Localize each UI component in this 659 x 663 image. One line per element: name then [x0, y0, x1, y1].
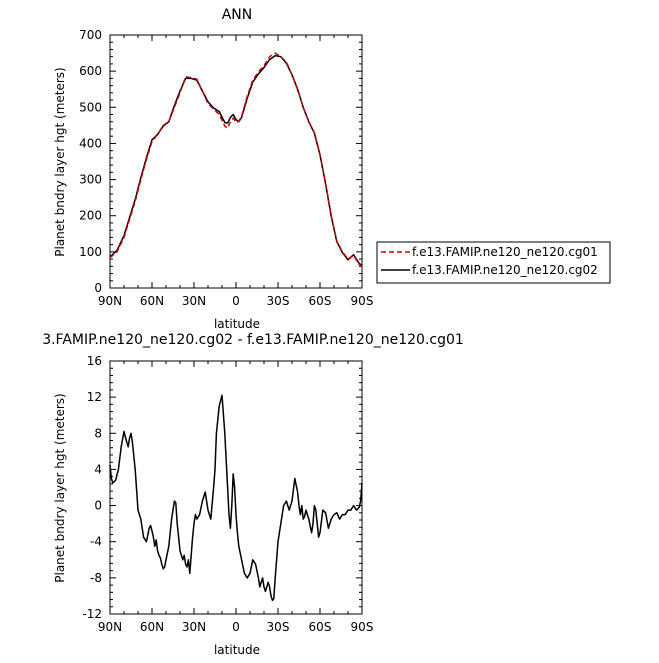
- bottom-y-tick-label: 4: [94, 462, 102, 476]
- top-y-tick-label: 300: [79, 173, 102, 187]
- top-x-tick-label: 90S: [351, 294, 374, 308]
- bottom-x-tick-label: 90S: [351, 620, 374, 634]
- bottom-y-tick-label: -4: [90, 535, 102, 549]
- top-x-tick-label: 60N: [140, 294, 164, 308]
- top-chart-title: ANN: [222, 7, 253, 23]
- top-chart-y-axis-label: Planet bndry layer hgt (meters): [53, 67, 67, 257]
- top-y-tick-label: 200: [79, 209, 102, 223]
- top-x-tick-label: 90N: [98, 294, 122, 308]
- legend-box: [376, 241, 611, 284]
- bottom-y-tick-label: 0: [94, 499, 102, 513]
- top-chart-legend: f.e13.FAMIP.ne120_ne120.cg01 f.e13.FAMIP…: [376, 241, 611, 284]
- bottom-y-tick-label: -12: [82, 607, 102, 621]
- bottom-x-tick-label: 90N: [98, 620, 122, 634]
- top-series-line-0: [109, 52, 363, 267]
- legend-label-cg01: f.e13.FAMIP.ne120_ne120.cg01: [412, 245, 598, 259]
- bottom-x-tick-label: 30S: [267, 620, 290, 634]
- top-x-tick-label: 0: [232, 294, 240, 308]
- top-plot-frame: [109, 34, 363, 289]
- top-chart: ANN 0 100 200 300 400 500 600 700 90N 60N 30N 0 30S 6…: [53, 7, 373, 331]
- top-y-tick-label: 600: [79, 64, 102, 78]
- top-chart-plot-area: 0 100 200 300 400 500 600 700 90N 60N 30N 0 30S 60S 90…: [79, 28, 373, 308]
- top-x-tick-label: 60S: [309, 294, 332, 308]
- top-x-tick-label: 30S: [267, 294, 290, 308]
- top-y-tick-label: 100: [79, 245, 102, 259]
- bottom-chart-title: 3.FAMIP.ne120_ne120.cg02 - f.e13.FAMIP.n…: [42, 332, 464, 348]
- bottom-chart-y-axis-label: Planet bndry layer hgt (meters): [53, 393, 67, 583]
- bottom-y-tick-label: 12: [87, 390, 102, 404]
- bottom-series-line-0: [109, 394, 363, 602]
- top-y-tick-label: 0: [94, 281, 102, 295]
- bottom-plot-frame: [109, 360, 363, 615]
- bottom-y-tick-label: 8: [94, 426, 102, 440]
- top-series-line-1: [109, 54, 363, 267]
- bottom-y-tick-label: -8: [90, 571, 102, 585]
- bottom-chart-plot-area: -12 -8 -4 0 4 8 12 16 90N 60N 30N 0 30S 60S 90S: [82, 354, 373, 634]
- legend-label-cg02: f.e13.FAMIP.ne120_ne120.cg02: [412, 263, 598, 277]
- top-x-tick-label: 30N: [182, 294, 206, 308]
- bottom-x-tick-label: 60S: [309, 620, 332, 634]
- bottom-chart-x-axis-label: latitude: [214, 643, 260, 657]
- top-chart-x-axis-label: latitude: [214, 317, 260, 331]
- bottom-x-tick-label: 0: [232, 620, 240, 634]
- bottom-x-tick-label: 30N: [182, 620, 206, 634]
- bottom-y-tick-label: 16: [87, 354, 102, 368]
- top-y-tick-label: 400: [79, 136, 102, 150]
- bottom-x-tick-label: 60N: [140, 620, 164, 634]
- top-y-tick-label: 700: [79, 28, 102, 42]
- top-y-tick-label: 500: [79, 100, 102, 114]
- bottom-chart: 3.FAMIP.ne120_ne120.cg02 - f.e13.FAMIP.n…: [42, 332, 464, 657]
